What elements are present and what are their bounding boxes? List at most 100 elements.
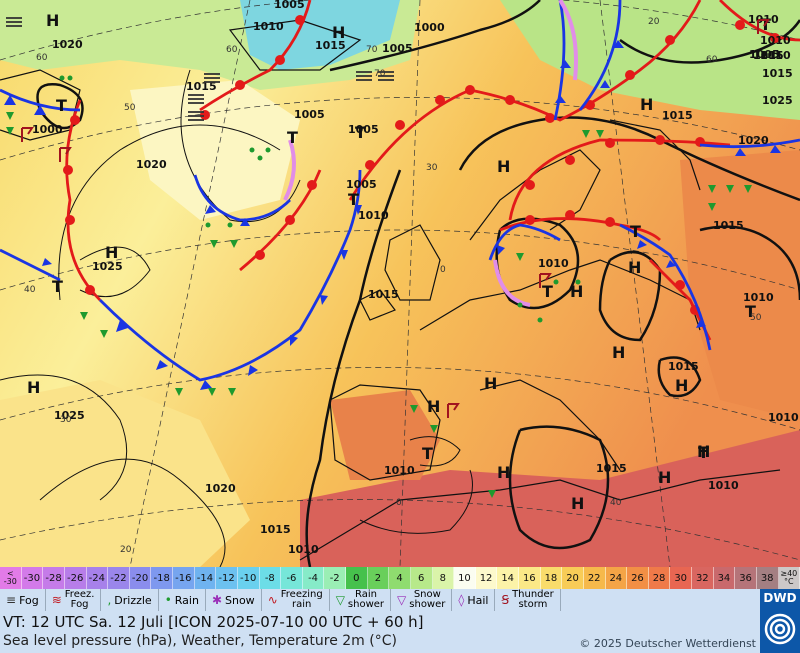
fog-icon bbox=[6, 17, 22, 27]
svg-text:40: 40 bbox=[24, 285, 36, 295]
svg-text:40: 40 bbox=[610, 498, 622, 508]
isobar-label: 1010 bbox=[743, 291, 774, 304]
thunderstorm-icon bbox=[59, 147, 72, 162]
fog-symbols bbox=[6, 17, 394, 121]
temperature-scale-cell: -26 bbox=[64, 567, 87, 589]
warm-front-symbols bbox=[63, 15, 780, 315]
legend-label: Freez. Fog bbox=[64, 589, 95, 610]
isobar-label: 1010 bbox=[384, 464, 415, 477]
isobar-label: 1015 bbox=[186, 80, 217, 93]
legend-label: Rain bbox=[174, 593, 199, 607]
low-center: T bbox=[542, 282, 553, 301]
temperature-scale-cell: 10 bbox=[454, 567, 476, 589]
copyright: © 2025 Deutscher Wetterdienst bbox=[579, 637, 756, 650]
temperature-scale-cell: 8 bbox=[432, 567, 455, 589]
thunderstorm-icon: Ꞩ bbox=[501, 593, 510, 607]
isobar-label: 1020 bbox=[136, 158, 167, 171]
rain-icon bbox=[553, 279, 581, 285]
dwd-spiral-icon bbox=[764, 613, 796, 645]
cold-front-symbols bbox=[4, 40, 781, 390]
svg-text:0: 0 bbox=[440, 265, 446, 275]
legend-item: ▽ Rain shower bbox=[330, 589, 392, 611]
cold-zone-arctic bbox=[240, 0, 400, 70]
isobar-label: 1025 bbox=[92, 260, 123, 273]
temperature-scale-cell: 32 bbox=[692, 567, 714, 589]
temperature-scale-cell: 30 bbox=[670, 567, 692, 589]
dwd-logo[interactable]: DWD bbox=[760, 589, 800, 653]
temperature-scale-cell: 24 bbox=[605, 567, 628, 589]
rain-icon bbox=[517, 302, 543, 323]
svg-text:60: 60 bbox=[226, 45, 238, 55]
occluded-fronts bbox=[283, 0, 578, 307]
isobar-label: 1010 bbox=[768, 411, 799, 424]
low-center: T bbox=[287, 128, 298, 147]
high-center: H bbox=[427, 397, 440, 416]
low-center: T bbox=[56, 96, 67, 115]
temperature-scale-cell: ≥40 °C bbox=[778, 567, 800, 589]
isobar-label: 1010 bbox=[358, 209, 389, 222]
isobar-label: 1015 bbox=[368, 288, 399, 301]
high-center: H bbox=[697, 442, 710, 461]
high-center: H bbox=[27, 378, 40, 397]
high-center: H bbox=[612, 343, 625, 362]
low-center: T bbox=[745, 302, 756, 321]
freezing-rain-icon: ∿ bbox=[267, 593, 278, 607]
isobar-label: 1015 bbox=[260, 523, 291, 536]
isobar-label: 1015 bbox=[713, 219, 744, 232]
legend-item: , Drizzle bbox=[101, 589, 159, 611]
thunderstorm-icon bbox=[447, 403, 460, 418]
svg-text:0: 0 bbox=[396, 498, 402, 508]
temperature-scale-cell: 28 bbox=[648, 567, 671, 589]
temperature-scale-cell: -18 bbox=[151, 567, 173, 589]
low-center: T bbox=[348, 190, 359, 209]
thunderstorm-icon bbox=[21, 127, 34, 142]
isobar-labels: 1020 1010 1005 1015 1005 1000 1010 1015 … bbox=[32, 0, 799, 556]
isobar-label: 1010 bbox=[760, 49, 791, 62]
svg-text:20: 20 bbox=[120, 545, 132, 555]
rain-shower-icon bbox=[516, 253, 524, 261]
isobar-label: 1010 bbox=[538, 257, 569, 270]
cool-zone-scandinavia bbox=[500, 0, 800, 120]
coastlines bbox=[0, 19, 781, 561]
isobar-label: 1020 bbox=[205, 482, 236, 495]
temperature-scale-cell: 6 bbox=[410, 567, 433, 589]
legend-label: Fog bbox=[19, 593, 39, 607]
low-center: T bbox=[630, 222, 641, 241]
snow-shower-icon: ▽ bbox=[397, 593, 407, 607]
low-center: T bbox=[52, 277, 63, 296]
rain-shower-icon bbox=[488, 490, 496, 498]
legend-item: Ꞩ Thunder storm bbox=[495, 589, 561, 611]
legend-item: ◊ Hail bbox=[452, 589, 496, 611]
logo-text: DWD bbox=[763, 591, 797, 605]
weather-map: 1020 1010 1005 1015 1005 1000 1010 1015 … bbox=[0, 0, 800, 567]
legend-label: Thunder storm bbox=[512, 589, 554, 610]
fog-icon bbox=[188, 94, 204, 104]
svg-text:20: 20 bbox=[648, 17, 660, 27]
rain-shower-icon bbox=[6, 112, 14, 135]
rain-shower-icon bbox=[210, 240, 238, 248]
isobar-label: 1005 bbox=[348, 123, 379, 136]
high-center: H bbox=[640, 95, 653, 114]
svg-text:50: 50 bbox=[750, 313, 762, 323]
temperature-scale-cell: < -30 bbox=[0, 567, 22, 589]
legend-label: Snow shower bbox=[409, 589, 446, 610]
temperature-scale-cell: 36 bbox=[735, 567, 757, 589]
isobar-label: 1010 bbox=[288, 543, 319, 556]
rain-icon bbox=[205, 222, 233, 228]
high-center: H bbox=[628, 258, 641, 277]
rain-icon bbox=[249, 147, 271, 161]
temperature-scale-cell: -24 bbox=[86, 567, 109, 589]
isobar-label: 1025 bbox=[54, 409, 85, 422]
fog-icon bbox=[188, 111, 204, 121]
high-center: H bbox=[497, 463, 510, 482]
high-center: H bbox=[571, 494, 584, 513]
isobar-label: 1015 bbox=[668, 360, 699, 373]
isobar-label: 1015 bbox=[662, 109, 693, 122]
rain-shower-icon: ▽ bbox=[335, 593, 345, 607]
temperature-scale-cell: 16 bbox=[519, 567, 541, 589]
temperature-scale-cell: -16 bbox=[173, 567, 195, 589]
snow-icon: ✱ bbox=[211, 593, 222, 607]
isobar-label: 1005 bbox=[274, 0, 305, 11]
isobar-label: 1010 bbox=[708, 479, 739, 492]
isobar-label: 1005 bbox=[346, 178, 377, 191]
